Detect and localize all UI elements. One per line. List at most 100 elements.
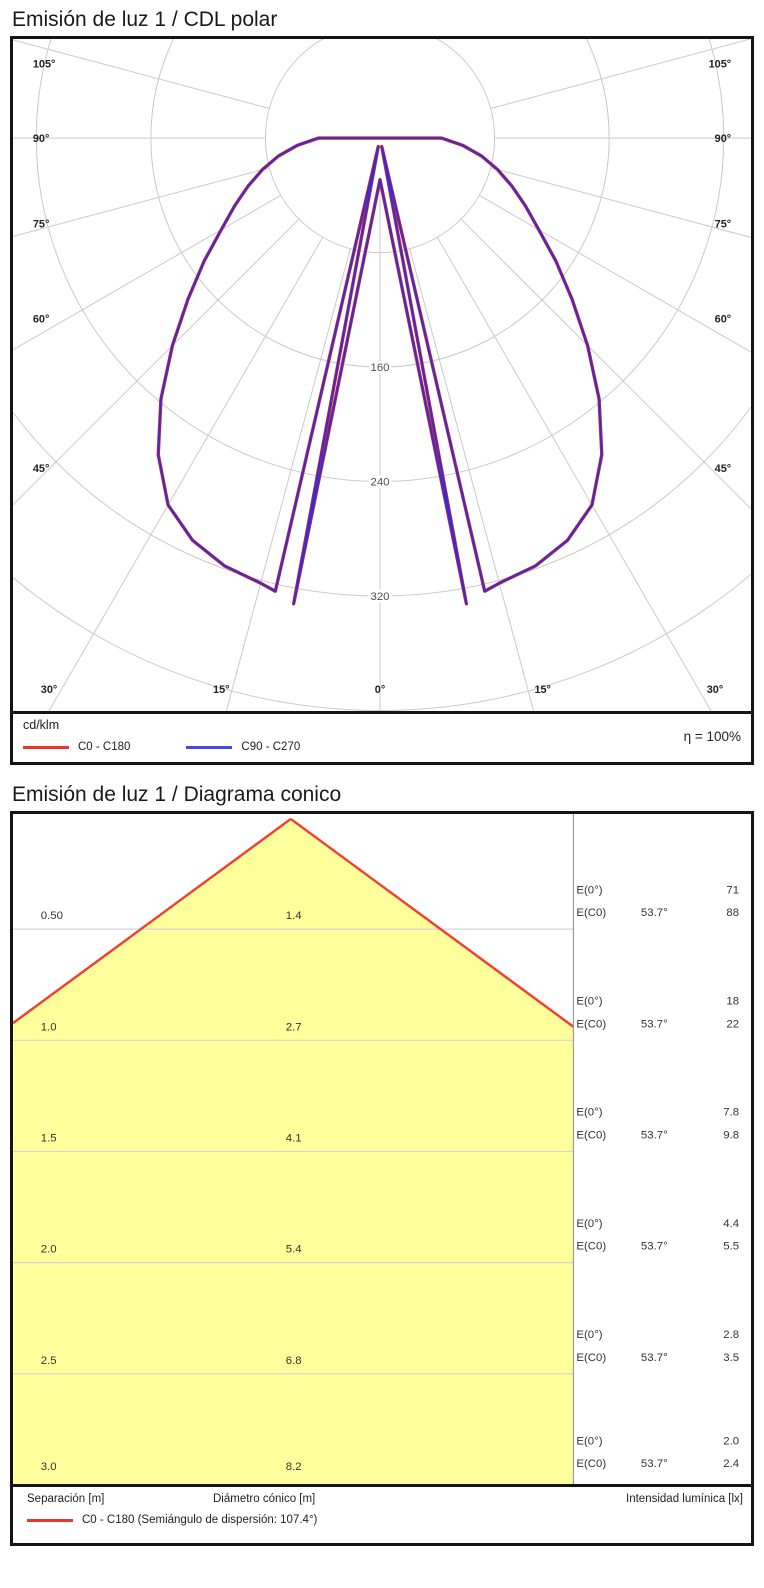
polar-panel: 160 240 320 105° 105° 90° 90° 75° 75° 60° 60° 45° 45… <box>10 36 754 765</box>
angle-label-right: 75° <box>715 218 731 230</box>
ec0-value: 9.8 <box>723 1130 739 1142</box>
cone-legend: C0 - C180 (Semiángulo de dispersión: 107… <box>27 1514 317 1526</box>
angle-label-right: 60° <box>715 313 731 325</box>
e0-label: E(0°) <box>576 996 602 1008</box>
unit-label: cd/klm <box>23 718 60 732</box>
separation-value: 3.0 <box>41 1461 57 1473</box>
ec0-angle: 53.7° <box>641 1352 668 1364</box>
intensity-column-label: Intensidad lumínica [lx] <box>626 1493 743 1505</box>
ec0-angle: 53.7° <box>641 907 668 919</box>
angle-label-right: 90° <box>715 133 731 145</box>
angle-label-left: 105° <box>33 59 56 71</box>
grid-ray <box>13 167 270 237</box>
ec0-value: 2.4 <box>723 1458 740 1470</box>
ec0-angle: 53.7° <box>641 1018 668 1030</box>
ring-value-label: 320 <box>371 591 390 603</box>
separation-value: 2.5 <box>41 1355 57 1367</box>
ec0-label: E(C0) <box>576 1241 606 1253</box>
angle-label-right: 45° <box>715 463 731 475</box>
c90-line-swatch <box>186 745 233 749</box>
c0-legend-label: C0 - C180 <box>78 741 131 753</box>
grid-ray <box>478 194 751 353</box>
cone-footer: Separación [m] Diámetro cónico [m] Inten… <box>13 1484 751 1543</box>
grid-ray <box>13 218 300 506</box>
cone-legend-line-swatch <box>27 1518 73 1522</box>
angle-label-bottom: 0° <box>375 684 385 696</box>
separation-value: 2.0 <box>41 1244 57 1256</box>
efficiency-label: η = 100% <box>683 729 741 744</box>
e0-value: 18 <box>726 996 739 1008</box>
polar-diagram: 160 240 320 105° 105° 90° 90° 75° 75° 60° 60° 45° 45… <box>13 39 751 711</box>
ring-value-label: 160 <box>371 362 390 374</box>
cone-diagram: 0.50 1.4 E(0°) 71 E(C0) 53.7° 88 1.0 2.7 E(0°) 18 E… <box>13 814 740 1484</box>
diameter-value: 4.1 <box>286 1133 302 1145</box>
diameter-value: 2.7 <box>286 1021 302 1033</box>
angle-label-bottom: 30° <box>41 684 57 696</box>
angle-label-bottom: 15° <box>213 684 229 696</box>
grid-ray <box>225 248 351 711</box>
ec0-angle: 53.7° <box>641 1130 668 1142</box>
e0-value: 7.8 <box>723 1107 739 1119</box>
angle-label-bottom: 30° <box>707 684 723 696</box>
angle-label-left: 60° <box>33 313 49 325</box>
grid-ring <box>13 39 751 711</box>
angle-label-right: 105° <box>709 59 732 71</box>
cone-chart-title: Emisión de luz 1 / Diagrama conico <box>12 783 342 806</box>
legend-item-c0: C0 - C180 <box>23 741 130 753</box>
e0-value: 2.8 <box>723 1329 739 1341</box>
e0-label: E(0°) <box>576 1435 602 1447</box>
separation-value: 0.50 <box>41 910 63 922</box>
beam-edge-left <box>13 818 292 1025</box>
ec0-angle: 53.7° <box>641 1241 668 1253</box>
angle-label-bottom: 15° <box>534 684 550 696</box>
grid-ray <box>460 218 751 510</box>
e0-value: 2.0 <box>723 1435 739 1447</box>
grid-ray <box>436 237 712 711</box>
diameter-value: 1.4 <box>286 910 303 922</box>
ec0-label: E(C0) <box>576 907 606 919</box>
grid-ray <box>13 39 270 109</box>
c0-line-swatch <box>23 745 69 749</box>
cone-legend-label: C0 - C180 (Semiángulo de dispersión: 107… <box>82 1514 318 1526</box>
angle-label-left: 45° <box>33 463 49 475</box>
separation-column-label: Separación [m] <box>27 1493 105 1505</box>
polar-chart-title: Emisión de luz 1 / CDL polar <box>12 8 278 31</box>
polar-legend: cd/klm C0 - C180 C90 - C270 η = 100% <box>13 711 751 762</box>
ec0-label: E(C0) <box>576 1352 606 1364</box>
e0-label: E(0°) <box>576 1107 602 1119</box>
polar-curve-c90-c270 <box>157 137 603 605</box>
e0-label: E(0°) <box>576 1329 602 1341</box>
grid-ray <box>490 39 751 109</box>
grid-ray <box>48 237 324 711</box>
c90-legend-label: C90 - C270 <box>241 741 301 753</box>
legend-item-c90: C90 - C270 <box>186 741 300 753</box>
e0-value: 4.4 <box>723 1218 740 1230</box>
separation-value: 1.0 <box>41 1021 57 1033</box>
e0-label: E(0°) <box>576 884 602 896</box>
ec0-value: 22 <box>726 1018 739 1030</box>
ec0-value: 88 <box>726 907 739 919</box>
grid-ray <box>13 194 282 351</box>
ec0-label: E(C0) <box>576 1458 606 1470</box>
diameter-value: 6.8 <box>286 1355 302 1367</box>
ec0-label: E(C0) <box>576 1130 606 1142</box>
ec0-angle: 53.7° <box>641 1458 668 1470</box>
angle-label-left: 90° <box>33 133 49 145</box>
diameter-column-label: Diámetro cónico [m] <box>213 1493 316 1505</box>
polar-legend-items: C0 - C180 C90 - C270 <box>23 741 356 753</box>
grid-ray <box>409 248 535 711</box>
diameter-value: 5.4 <box>286 1244 303 1256</box>
ec0-value: 3.5 <box>723 1352 739 1364</box>
beam-edge-right <box>290 818 575 1028</box>
ec0-label: E(C0) <box>576 1018 606 1030</box>
separation-value: 1.5 <box>41 1133 57 1145</box>
ec0-value: 5.5 <box>723 1241 739 1253</box>
ring-value-label: 240 <box>371 477 390 489</box>
grid-ring <box>13 405 751 597</box>
e0-value: 71 <box>726 884 739 896</box>
grid-ray <box>490 167 751 238</box>
cone-panel: 0.50 1.4 E(0°) 71 E(C0) 53.7° 88 1.0 2.7 E(0°) 18 E… <box>10 811 754 1546</box>
e0-label: E(0°) <box>576 1218 602 1230</box>
angle-label-left: 75° <box>33 218 49 230</box>
diameter-value: 8.2 <box>286 1461 302 1473</box>
